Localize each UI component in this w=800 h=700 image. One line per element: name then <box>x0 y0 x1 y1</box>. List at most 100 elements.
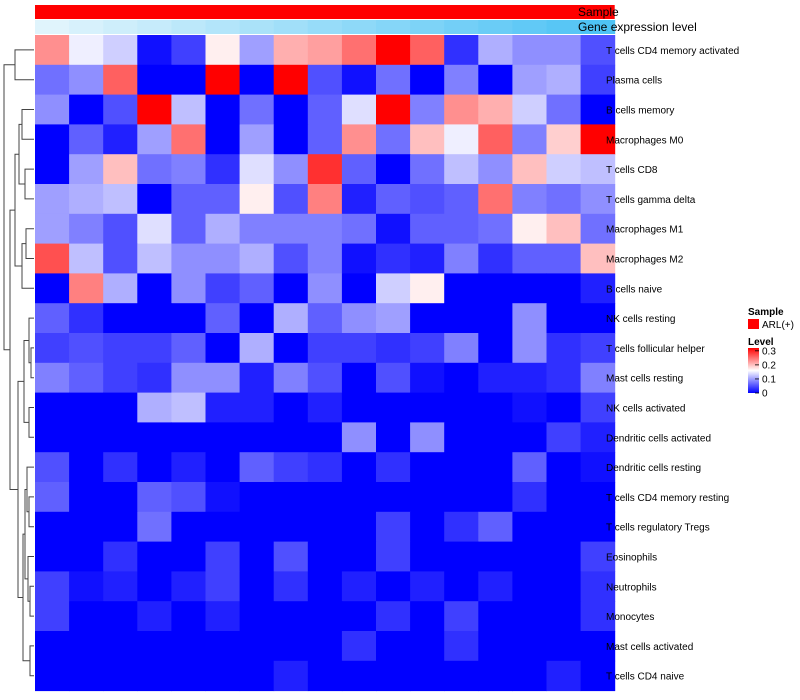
heatmap-cell <box>580 184 616 215</box>
heatmap-cell <box>410 422 445 453</box>
heatmap-cell <box>341 243 377 274</box>
heatmap-cell <box>205 660 241 692</box>
heatmap-cell <box>580 243 616 274</box>
heatmap-cell <box>444 243 479 274</box>
sample-track-label: Sample <box>578 5 619 19</box>
heatmap-cell <box>307 601 343 632</box>
heatmap-cell <box>307 362 343 394</box>
heatmap-cell <box>273 422 309 453</box>
heatmap-cell <box>69 213 104 245</box>
heatmap-cell <box>171 452 206 483</box>
heatmap-cell <box>410 94 445 125</box>
heatmap-cell <box>103 571 138 602</box>
heatmap-cell <box>307 631 343 662</box>
heatmap-cell <box>341 422 377 453</box>
heatmap-cell <box>205 184 241 215</box>
heatmap-cell <box>580 660 616 692</box>
heatmap-cell <box>239 303 275 334</box>
heatmap-cell <box>273 482 309 513</box>
heatmap-cell <box>35 511 70 543</box>
heatmap-cell <box>376 35 411 66</box>
heatmap-cell <box>171 362 206 394</box>
heatmap-cell <box>512 362 547 394</box>
heatmap-cell <box>171 660 206 692</box>
heatmap-cell <box>35 601 70 632</box>
heatmap-cell <box>137 243 172 274</box>
heatmap-cell <box>444 362 479 394</box>
heatmap-cell <box>273 184 309 215</box>
heatmap-cell <box>273 213 309 245</box>
heatmap-cell <box>171 571 206 602</box>
heatmap-cell <box>273 362 309 394</box>
heatmap-cell <box>478 511 513 543</box>
heatmap-cell <box>273 660 309 692</box>
heatmap-cell <box>478 124 513 155</box>
heatmap-cell <box>444 333 479 364</box>
heatmap-cell <box>137 273 172 304</box>
heatmap-cell <box>341 35 377 66</box>
heatmap-cell <box>273 601 309 632</box>
row-label: T cells gamma delta <box>606 195 696 206</box>
row-label: T cells CD4 memory activated <box>606 46 739 57</box>
heatmap-cell <box>137 213 172 245</box>
heatmap-cell <box>69 601 104 632</box>
heatmap-cell <box>273 631 309 662</box>
row-label: Macrophages M1 <box>606 225 684 236</box>
heatmap-cell <box>69 511 104 543</box>
heatmap-cell <box>546 541 582 572</box>
heatmap-cell <box>478 452 513 483</box>
heatmap-cell <box>171 333 206 364</box>
heatmap-cell <box>171 541 206 572</box>
heatmap-cell <box>307 333 343 364</box>
heatmap-cell <box>341 601 377 632</box>
heatmap-cell <box>103 243 138 274</box>
heatmap-cell <box>137 64 172 96</box>
heatmap-cell <box>512 243 547 274</box>
row-label: NK cells activated <box>606 404 685 415</box>
heatmap-cell <box>35 631 70 662</box>
dendrogram-branch <box>24 168 34 200</box>
heatmap-cell <box>512 571 547 602</box>
row-label: B cells memory <box>606 106 674 117</box>
heatmap-cell <box>205 94 241 125</box>
heatmap-cell <box>171 154 206 185</box>
heatmap-cell <box>478 422 513 453</box>
heatmap-cell <box>478 154 513 185</box>
heatmap-cell <box>376 541 411 572</box>
heatmap-cell <box>478 184 513 215</box>
heatmap-cell <box>580 303 616 334</box>
heatmap-cell <box>137 333 172 364</box>
heatmap-cell <box>376 660 411 692</box>
heatmap-cell <box>307 392 343 423</box>
heatmap-cell <box>273 303 309 334</box>
heatmap-cell <box>478 392 513 423</box>
gene-expression-cell <box>512 20 547 34</box>
heatmap-cell <box>580 35 616 66</box>
heatmap-cell <box>307 482 343 513</box>
heatmap-cell <box>307 660 343 692</box>
heatmap-cell <box>580 94 616 125</box>
heatmap-cell <box>341 660 377 692</box>
row-label: Mast cells activated <box>606 642 693 653</box>
heatmap-cell <box>239 452 275 483</box>
heatmap-cell <box>103 64 138 96</box>
heatmap-cell <box>376 571 411 602</box>
heatmap-cell <box>512 333 547 364</box>
heatmap-cell <box>137 392 172 423</box>
heatmap-cell <box>410 571 445 602</box>
dendrogram-branch <box>26 466 34 513</box>
heatmap-cell <box>307 124 343 155</box>
heatmap-cell <box>103 333 138 364</box>
heatmap-cell <box>444 154 479 185</box>
heatmap-cell <box>273 64 309 96</box>
heatmap-cell <box>376 94 411 125</box>
heatmap-cell <box>103 124 138 155</box>
heatmap-cell <box>444 511 479 543</box>
heatmap-cell <box>137 631 172 662</box>
heatmap-cell <box>307 571 343 602</box>
legend-tick-label: 0.3 <box>762 346 776 357</box>
dendrogram-branch <box>3 64 15 351</box>
heatmap-cell <box>239 273 275 304</box>
heatmap-cell <box>137 601 172 632</box>
